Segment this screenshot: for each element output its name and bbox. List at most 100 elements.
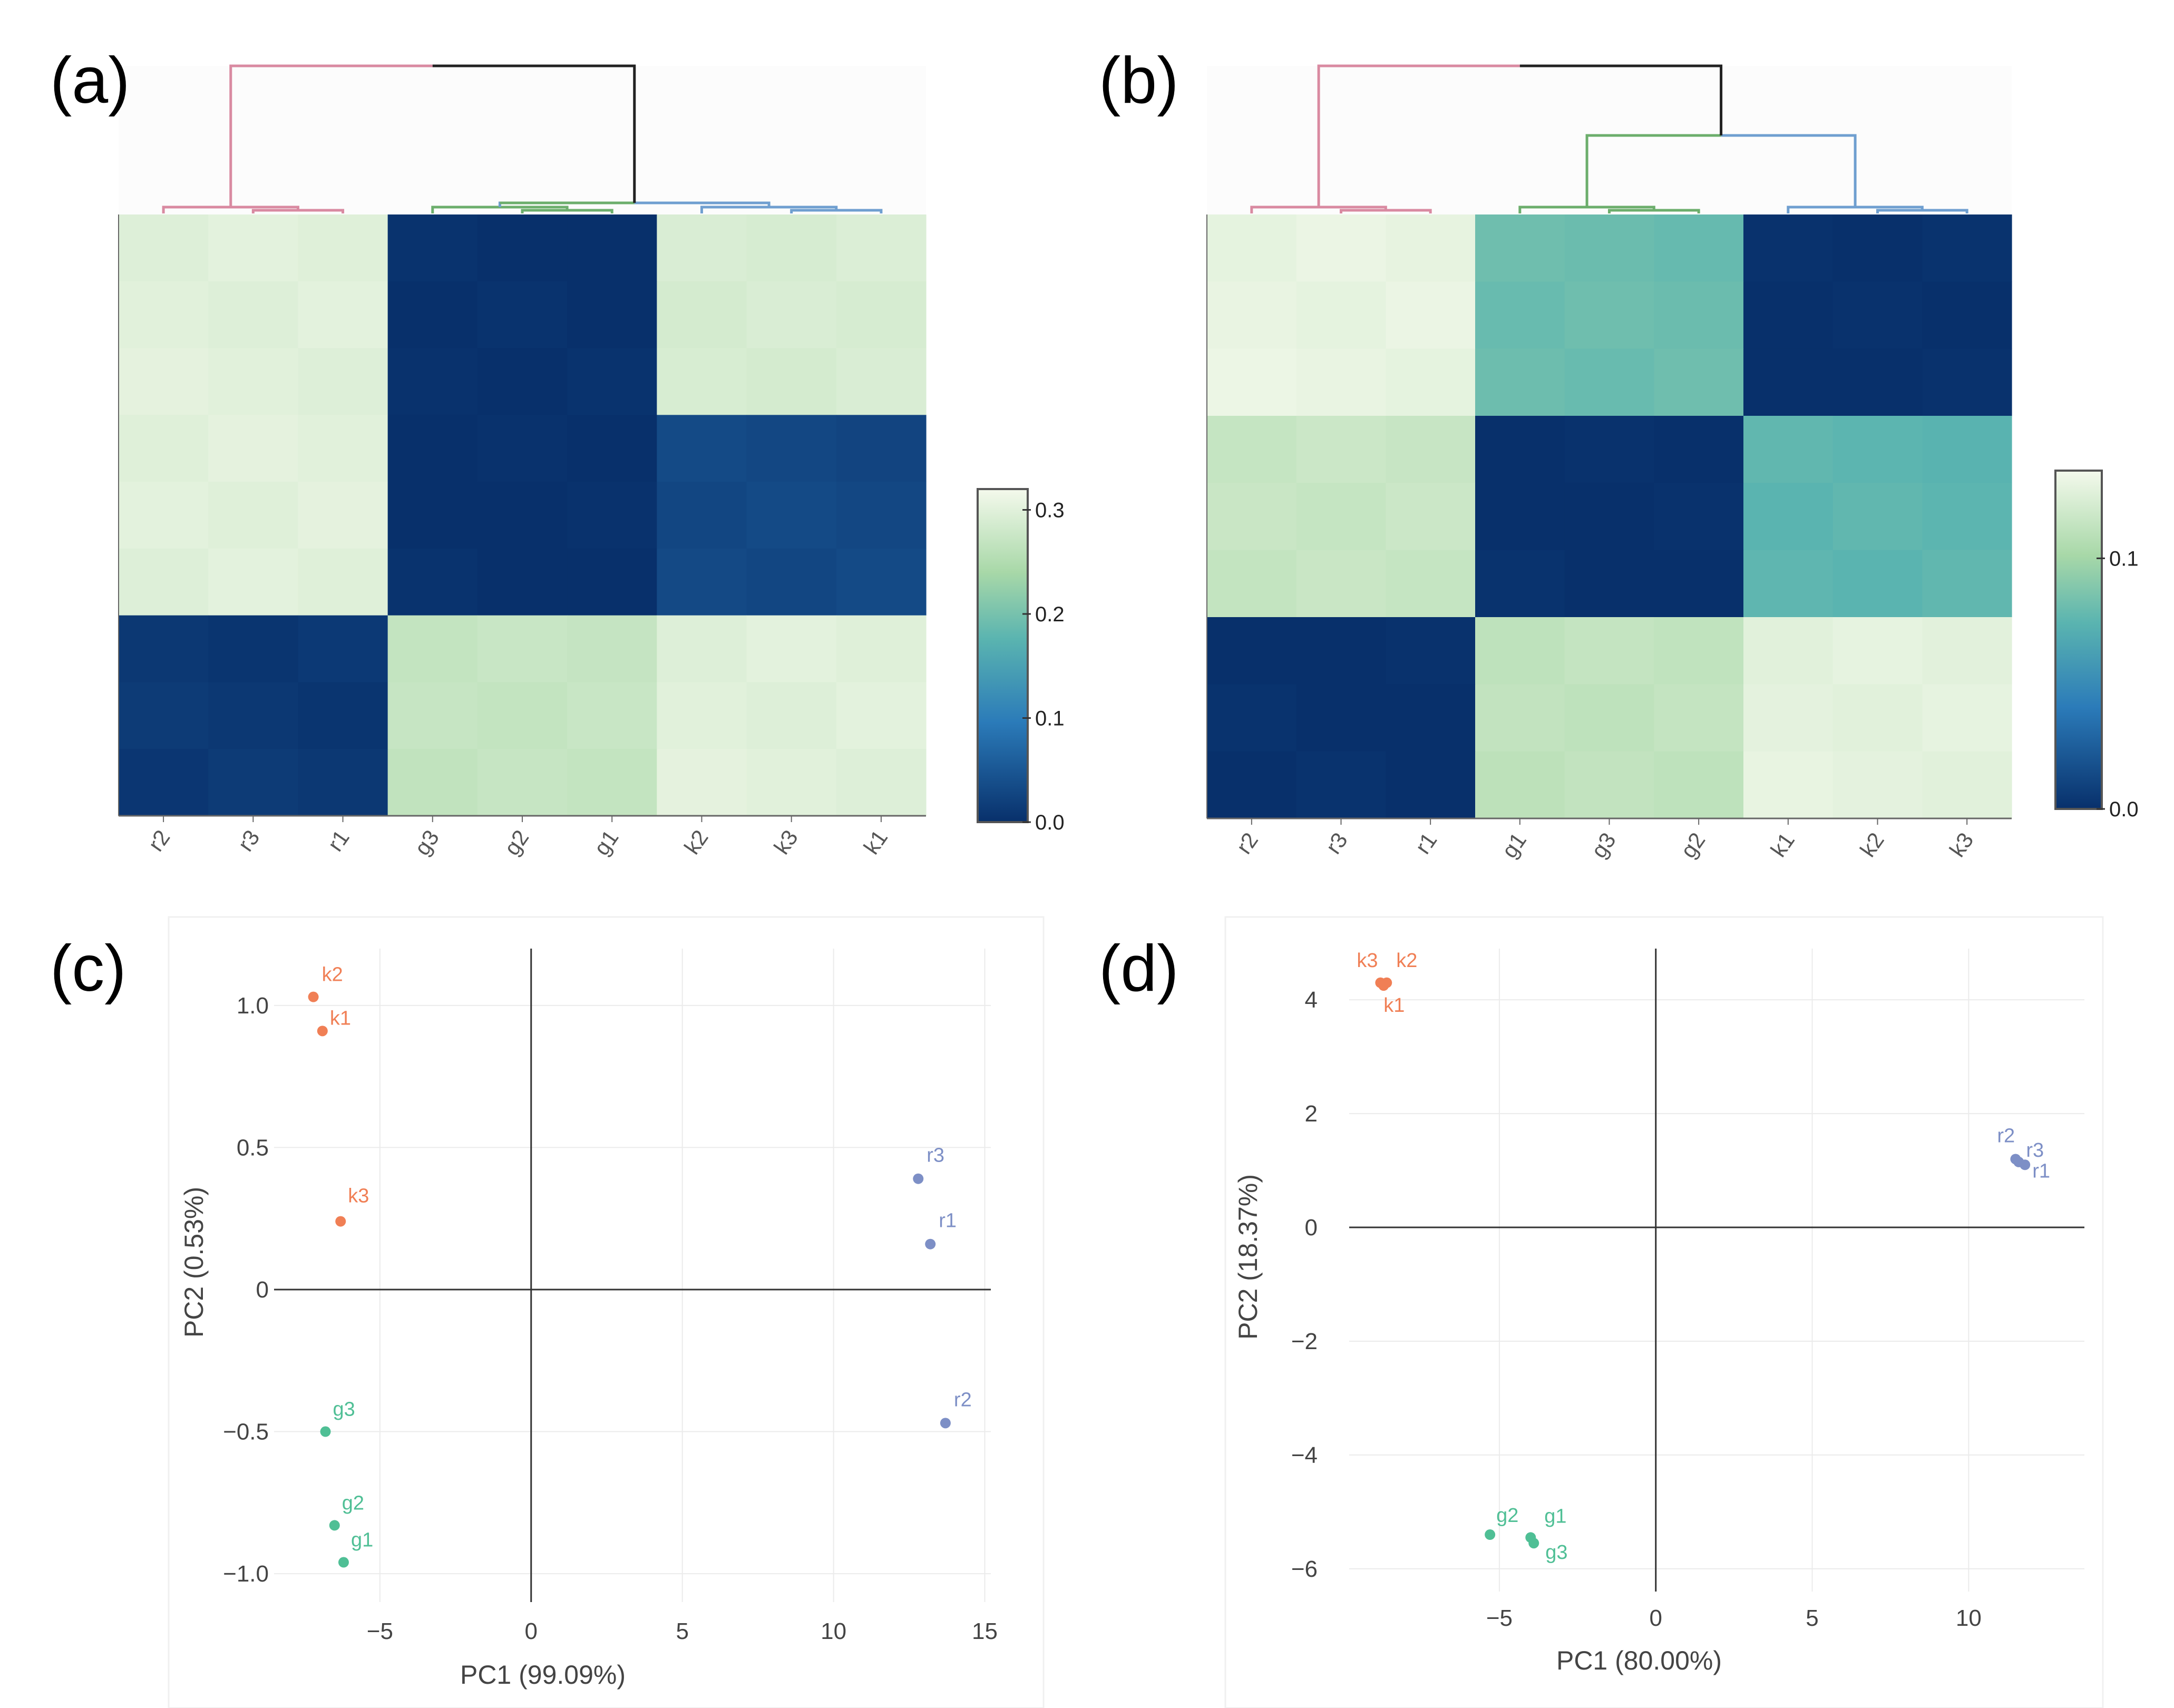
heatmap-column-label: k3 — [1945, 828, 1978, 861]
heatmap-cell — [1564, 684, 1654, 752]
heatmap-cell — [1475, 550, 1565, 618]
heatmap-cell — [477, 214, 568, 282]
heatmap-cell — [1475, 751, 1565, 819]
heatmap-cell — [836, 281, 927, 349]
heatmap-cell — [477, 415, 568, 482]
heatmap-cell — [1207, 214, 1297, 282]
data-label-g2: g2 — [1496, 1505, 1518, 1527]
data-point-k3 — [335, 1216, 346, 1227]
heatmap-cell — [298, 548, 388, 616]
heatmap-cell — [1296, 214, 1386, 282]
heatmap-cell — [1475, 281, 1565, 349]
x-tick-label: −5 — [367, 1618, 393, 1644]
heatmap-cell — [119, 348, 209, 415]
heatmap-cell — [1922, 483, 2012, 551]
heatmap-cell — [119, 482, 209, 549]
dendrogram-branch — [229, 64, 433, 207]
data-label-r3: r3 — [2026, 1139, 2044, 1162]
heatmap-cell — [1654, 281, 1744, 349]
heatmap-column-label: g3 — [1586, 828, 1621, 862]
y-tick-label: 0 — [256, 1277, 269, 1303]
heatmap-cell — [836, 615, 927, 683]
dendrogram-branch — [1317, 64, 1520, 207]
heatmap-cell — [657, 415, 747, 482]
heatmap-cell — [298, 415, 388, 482]
heatmap-cell — [567, 281, 657, 349]
data-label-k3: k3 — [348, 1185, 369, 1207]
heatmap-cell — [1296, 617, 1386, 685]
heatmap-cell — [1564, 281, 1654, 349]
dendrogram-background — [1207, 66, 2012, 214]
heatmap-cell — [1207, 483, 1297, 551]
heatmap-cell — [1207, 281, 1297, 349]
colorbar-tick-label: 0.2 — [1035, 603, 1065, 626]
data-point-r3 — [913, 1173, 924, 1184]
heatmap-cell — [1207, 684, 1297, 752]
panel-label-a: (a) — [50, 44, 130, 117]
data-label-r3: r3 — [927, 1145, 944, 1167]
heatmap-cell — [567, 682, 657, 749]
heatmap-cell — [1743, 617, 1834, 685]
heatmap-cell — [1922, 617, 2012, 685]
panel-d-y-axis-title: PC2 (18.37%) — [1233, 1174, 1263, 1340]
heatmap-cell — [387, 281, 478, 349]
data-label-k2: k2 — [1396, 950, 1417, 972]
heatmap-cell — [208, 749, 299, 816]
heatmap-cell — [1922, 550, 2012, 618]
heatmap-cell — [836, 682, 927, 749]
data-label-g2: g2 — [342, 1492, 364, 1514]
dendrogram-root — [1519, 64, 1723, 135]
heatmap-cell — [477, 548, 568, 616]
heatmap-cell — [1743, 751, 1834, 819]
heatmap-cell — [1386, 348, 1476, 416]
heatmap-column-label: r2 — [1231, 828, 1263, 858]
heatmap-cell — [1386, 416, 1476, 483]
heatmap-cell — [119, 615, 209, 683]
heatmap-cell — [387, 482, 478, 549]
heatmap-cell — [836, 415, 927, 482]
heatmap-cell — [1296, 281, 1386, 349]
heatmap-cell — [298, 749, 388, 816]
data-label-k3: k3 — [1357, 950, 1378, 972]
data-label-g3: g3 — [333, 1399, 355, 1421]
heatmap-cell — [1654, 684, 1744, 752]
heatmap-cell — [298, 348, 388, 415]
heatmap-cell — [1564, 214, 1654, 282]
panel-c-x-axis-title: PC1 (99.09%) — [460, 1660, 626, 1690]
heatmap-cell — [1296, 684, 1386, 752]
heatmap-cell — [657, 615, 747, 683]
heatmap-cell — [298, 682, 388, 749]
heatmap-column-label: r1 — [323, 825, 354, 856]
heatmap-cell — [1743, 684, 1834, 752]
heatmap-cell — [477, 348, 568, 415]
heatmap-column-label: g2 — [499, 825, 533, 860]
data-point-k1 — [1378, 980, 1389, 991]
heatmap-cell — [1564, 751, 1654, 819]
heatmap-cell — [1564, 416, 1654, 483]
heatmap-cell — [836, 548, 927, 616]
heatmap-cell — [1654, 617, 1744, 685]
heatmap-cell — [1386, 281, 1476, 349]
y-tick-label: −0.5 — [223, 1419, 269, 1445]
heatmap-cell — [477, 615, 568, 683]
heatmap-cell — [1832, 416, 1923, 483]
heatmap-cell — [1922, 751, 2012, 819]
panel-label-d: (d) — [1099, 932, 1179, 1005]
heatmap-cell — [1832, 617, 1923, 685]
heatmap-cell — [1564, 550, 1654, 618]
heatmap-cell — [1207, 416, 1297, 483]
heatmap-cell — [1832, 281, 1923, 349]
heatmap-cell — [208, 281, 299, 349]
heatmap-column-label: r2 — [143, 825, 175, 856]
heatmap-cell — [387, 682, 478, 749]
heatmap-cell — [1475, 684, 1565, 752]
panel-c-pca-scatter: −5 0 5 10 15 −1.0 −0.5 0 0.5 1.0 k2 k1 k3 g3 g2 g1 r3 r1 r… — [168, 916, 1045, 1708]
heatmap-cell — [1564, 483, 1654, 551]
panel-b-heatmap: r2 r3 r1 g1 g3 g2 k1 k2 k3 0.0 0.1 — [1206, 64, 2139, 862]
heatmap-column-label: g1 — [1497, 828, 1531, 862]
data-label-g1: g1 — [351, 1529, 373, 1551]
heatmap-column-label: g3 — [410, 825, 444, 860]
data-point-k1 — [317, 1026, 328, 1037]
x-tick-label: 5 — [1806, 1605, 1818, 1631]
panel-label-c: (c) — [50, 932, 126, 1005]
